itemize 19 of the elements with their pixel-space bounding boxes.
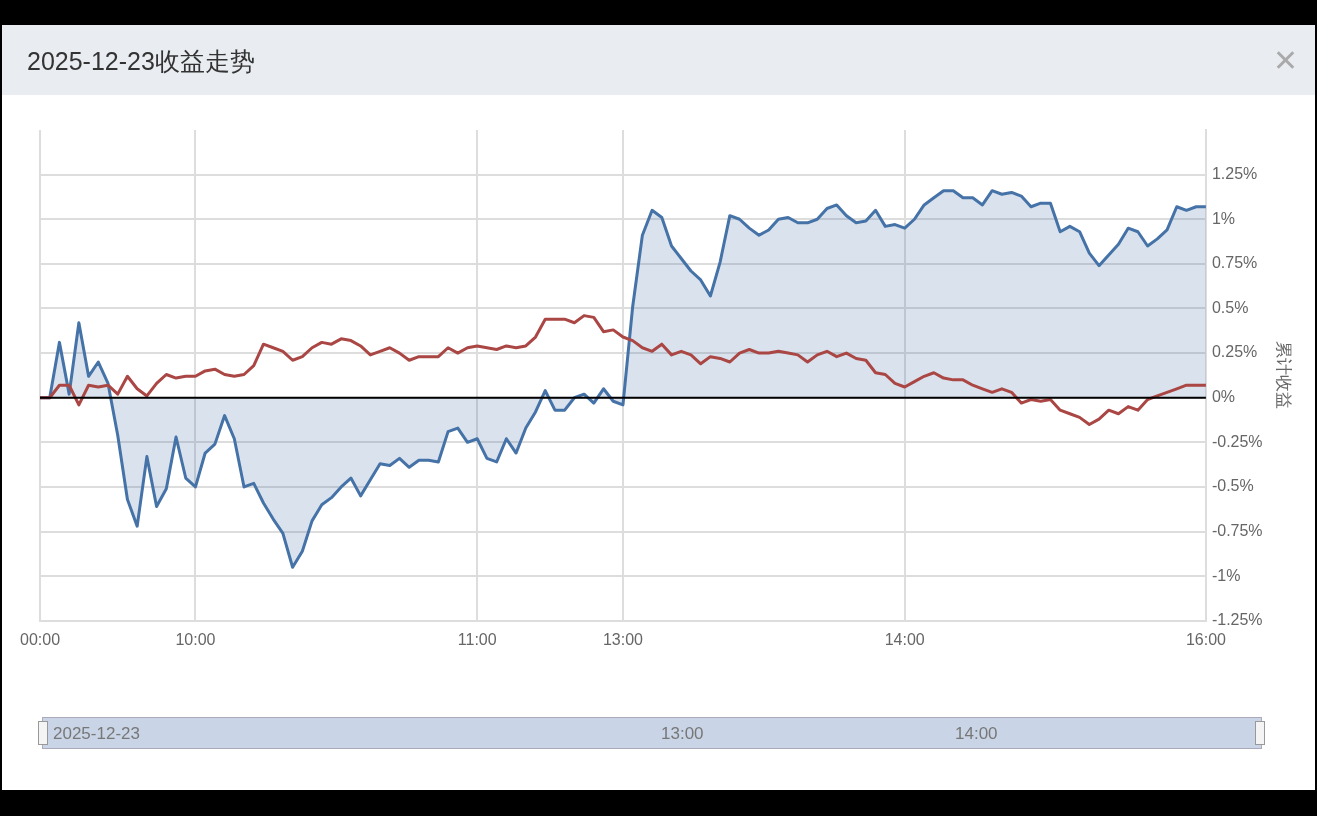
x-tick-label: 14:00 [884, 630, 925, 648]
y2-tick-label: 1.25% [1211, 165, 1258, 183]
y2-tick-label: 1% [1211, 209, 1236, 227]
y2-tick-label: -0.25% [1211, 432, 1263, 450]
y2-tick-label: -0.5% [1211, 477, 1254, 495]
y2-tick-label: 0.75% [1211, 254, 1258, 272]
x-tick-label: 11:00 [457, 630, 497, 648]
y2-axis-title: 累计收益 [1274, 341, 1294, 410]
x-tick-label: 10:00 [175, 630, 216, 648]
y2-tick-label: 0% [1211, 388, 1236, 406]
chart-title: 2025-12-23收益走势 [27, 46, 255, 77]
x-tick-label: 16:00 [1185, 630, 1227, 648]
y2-tick-label: 0.5% [1211, 298, 1249, 316]
y2-tick-label: -0.75% [1211, 521, 1263, 539]
x-tick-label: 00:00 [19, 630, 61, 648]
y2-tick-label: 0.25% [1211, 343, 1258, 361]
y2-tick-label: -1% [1211, 566, 1241, 584]
x-tick-label: 13:00 [602, 630, 644, 648]
y2-tick-label: -1.25% [1211, 611, 1263, 629]
